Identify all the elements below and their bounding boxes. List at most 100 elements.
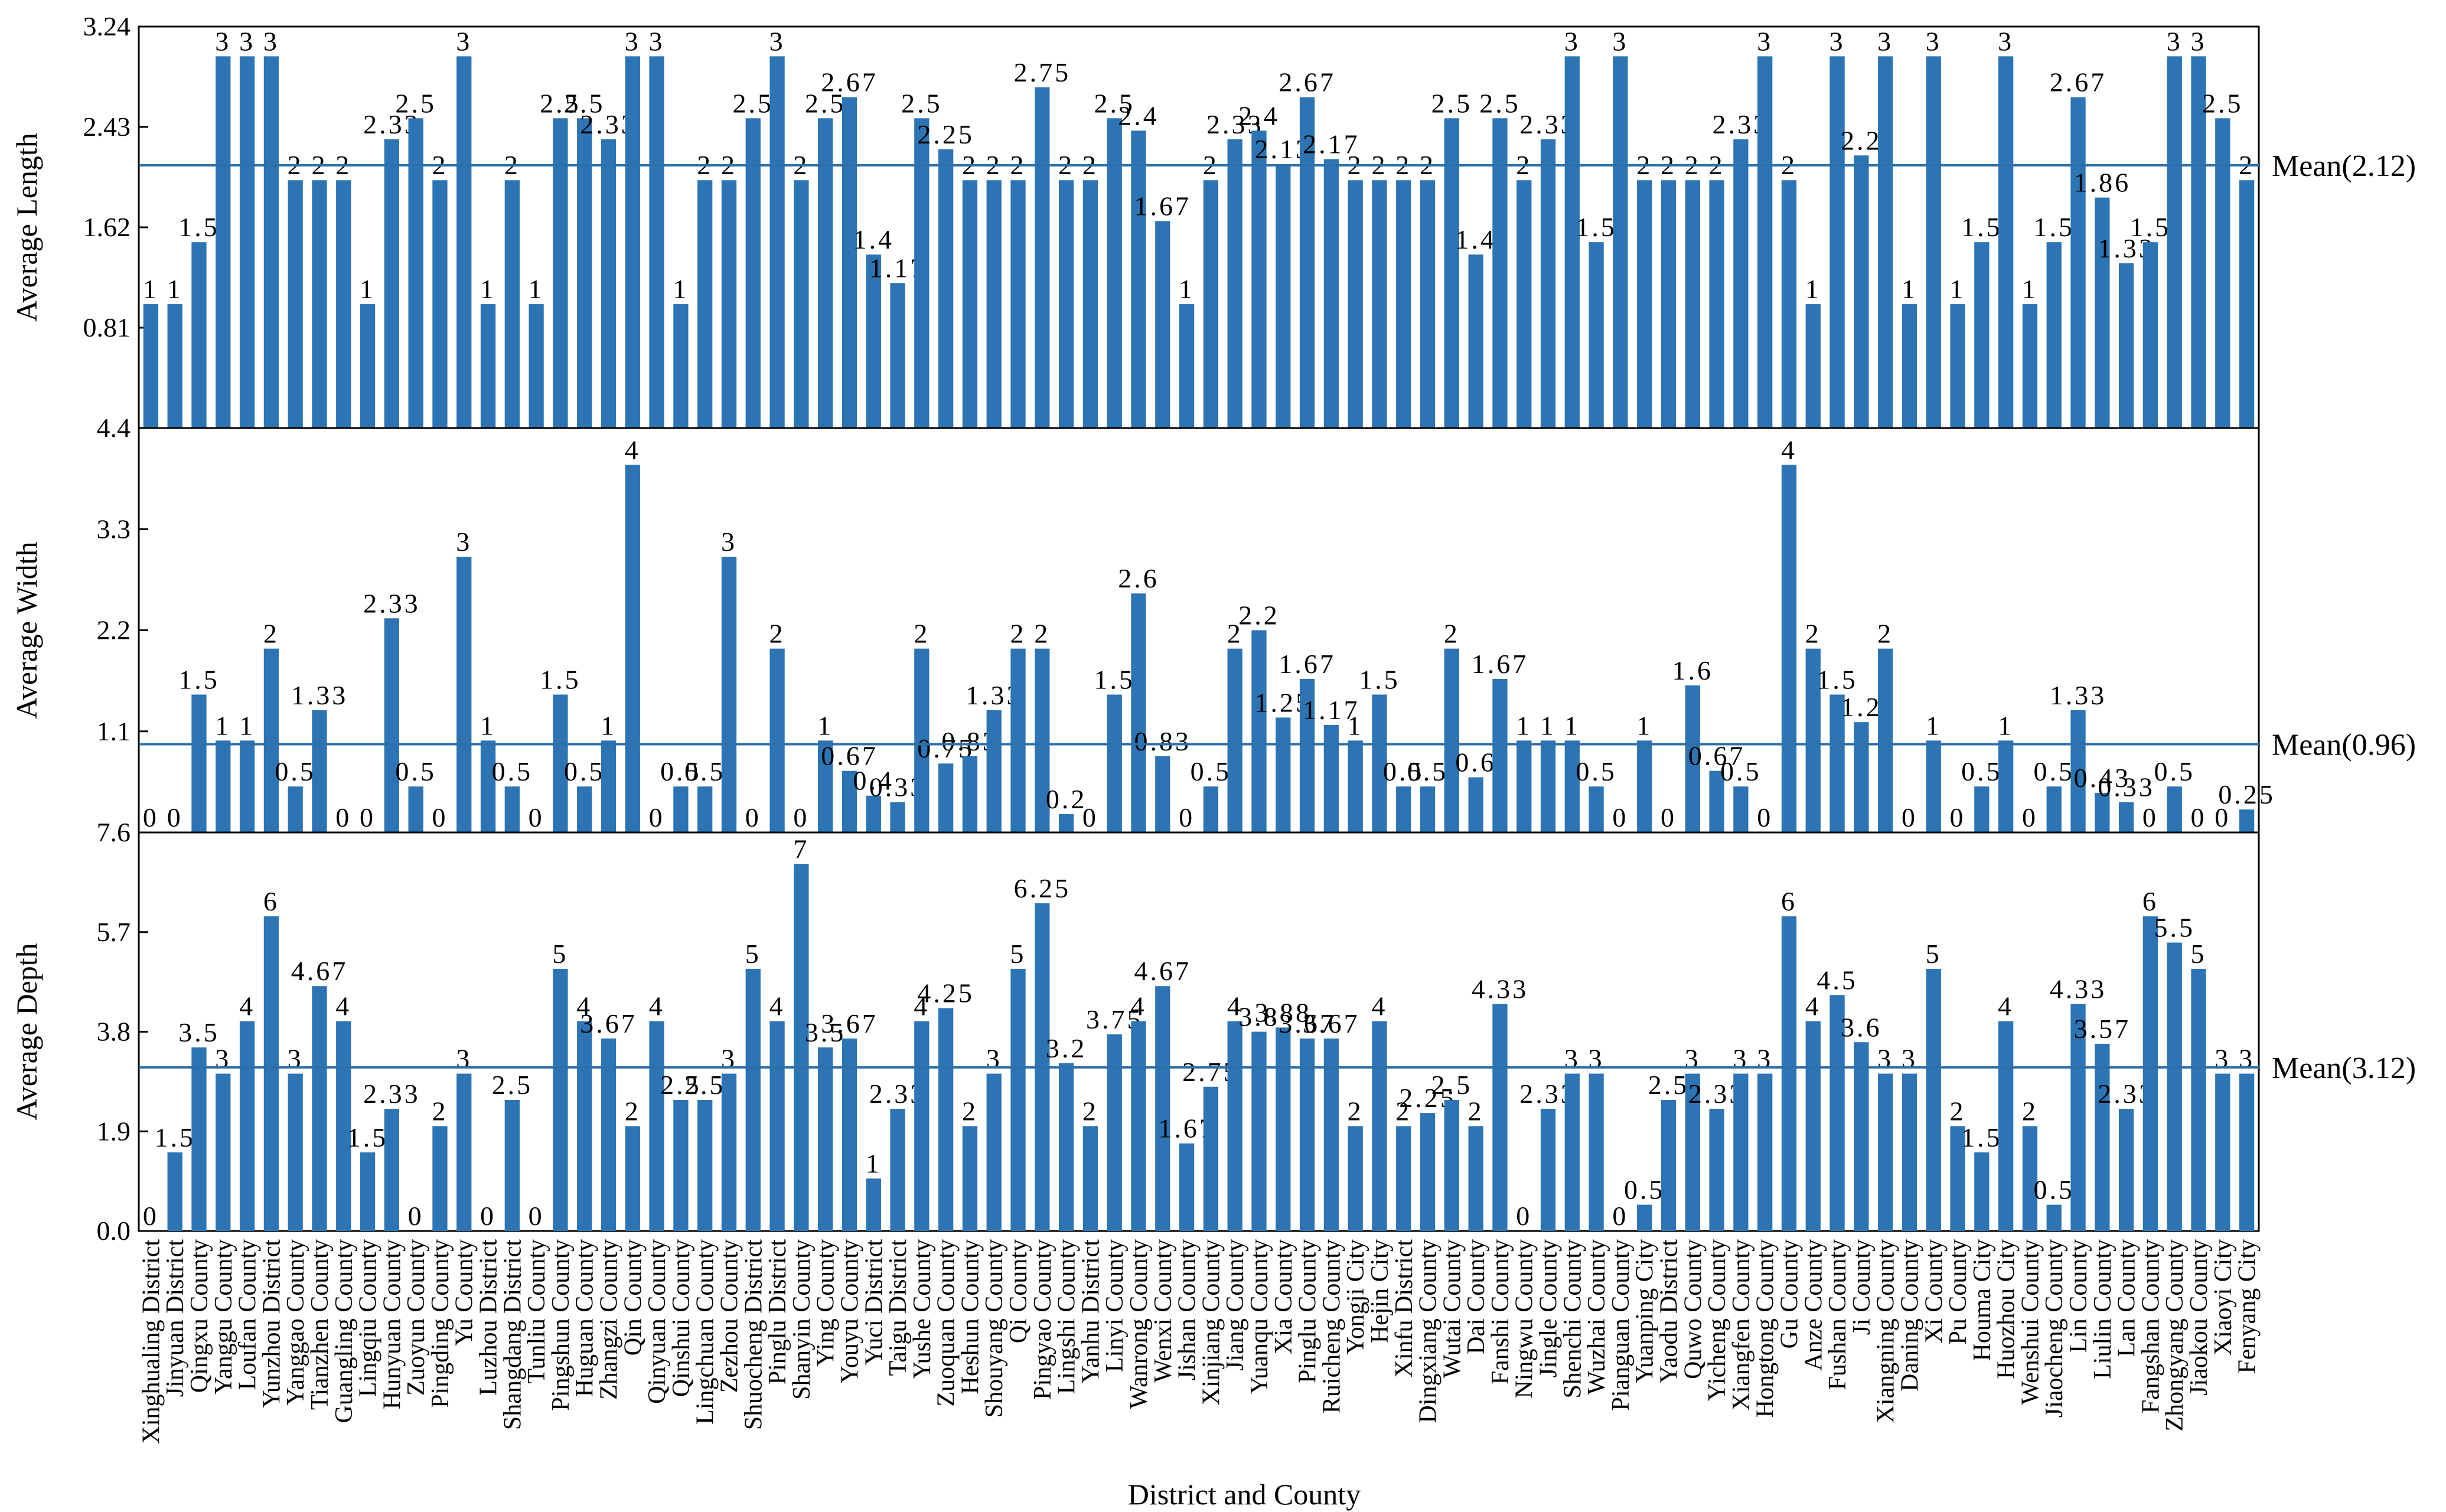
data-label-depth-39: 2 xyxy=(1082,1096,1098,1126)
data-label-width-17: 1.5 xyxy=(540,664,581,694)
data-label-length-60: 1.5 xyxy=(1576,212,1617,242)
bar-width-19 xyxy=(601,740,617,832)
bar-width-35 xyxy=(986,710,1002,832)
bar-width-80 xyxy=(2070,710,2086,832)
bar-depth-67 xyxy=(1757,1073,1773,1231)
x-tick-label-72: Xiangning County xyxy=(1873,1239,1900,1423)
bar-length-14 xyxy=(480,304,496,428)
bar-depth-26 xyxy=(769,1021,785,1231)
data-label-depth-2: 3.5 xyxy=(178,1017,220,1047)
bar-length-24 xyxy=(721,180,737,428)
bar-depth-68 xyxy=(1781,916,1797,1231)
bar-depth-5 xyxy=(263,916,279,1231)
x-tick-label-22: Qinshui County xyxy=(668,1239,695,1397)
y-tick-label-width: 4.4 xyxy=(97,413,131,443)
bar-depth-71 xyxy=(1854,1042,1869,1231)
bar-length-63 xyxy=(1661,180,1677,428)
x-tick-label-59: Shenchi County xyxy=(1559,1239,1586,1399)
bar-width-24 xyxy=(721,556,737,832)
bar-width-37 xyxy=(1035,648,1050,832)
bar-width-15 xyxy=(504,786,520,832)
x-tick-label-87: Fenyang City xyxy=(2234,1239,2261,1374)
bar-length-1 xyxy=(167,304,182,428)
data-label-depth-16: 0 xyxy=(529,1201,544,1231)
data-label-length-75: 1 xyxy=(1950,274,1966,304)
data-label-width-68: 4 xyxy=(1781,435,1797,465)
bar-length-16 xyxy=(529,304,544,428)
data-label-depth-15: 2.5 xyxy=(492,1070,533,1100)
data-label-width-14: 1 xyxy=(480,710,496,740)
bar-width-23 xyxy=(697,786,713,832)
data-label-depth-69: 4 xyxy=(1805,991,1821,1021)
x-tick-label-44: Xinjiang County xyxy=(1198,1239,1225,1405)
data-label-length-70: 3 xyxy=(1829,26,1845,56)
data-label-length-18: 2.5 xyxy=(564,88,605,118)
data-label-depth-21: 4 xyxy=(649,991,665,1021)
x-tick-label-15: Shangdang District xyxy=(499,1239,526,1430)
bar-length-59 xyxy=(1564,56,1580,429)
x-tick-label-54: Wutai County xyxy=(1439,1239,1466,1378)
bar-depth-28 xyxy=(818,1047,833,1231)
bar-width-36 xyxy=(1010,648,1026,832)
data-label-depth-17: 5 xyxy=(552,939,568,969)
bar-width-71 xyxy=(1854,722,1869,832)
bar-width-20 xyxy=(625,465,640,832)
data-label-depth-25: 5 xyxy=(745,939,761,969)
data-label-depth-63: 2.5 xyxy=(1648,1070,1690,1100)
x-tick-label-48: Pinglu County xyxy=(1294,1239,1322,1383)
bar-length-75 xyxy=(1950,304,1965,428)
y-tick-label-width: 3.3 xyxy=(97,514,131,544)
bar-length-73 xyxy=(1902,304,1917,428)
bar-length-78 xyxy=(2022,304,2038,428)
data-label-width-46: 2.2 xyxy=(1238,600,1280,631)
data-label-width-69: 2 xyxy=(1805,619,1821,649)
data-label-depth-10: 2.33 xyxy=(363,1079,420,1109)
data-label-length-16: 1 xyxy=(529,274,544,304)
x-tick-label-30: Yuci District xyxy=(860,1239,888,1366)
bar-width-6 xyxy=(288,786,303,832)
x-tick-label-25: Shuocheng District xyxy=(740,1239,767,1430)
data-label-length-1: 1 xyxy=(167,274,183,304)
data-label-depth-38: 3.2 xyxy=(1046,1033,1087,1063)
y-tick-label-depth: 3.8 xyxy=(97,1017,131,1047)
y-tick-label-depth: 5.7 xyxy=(97,917,131,947)
bar-length-33 xyxy=(938,149,954,428)
bar-depth-24 xyxy=(721,1073,737,1231)
data-label-width-60: 0.5 xyxy=(1576,756,1617,786)
data-label-depth-37: 6.25 xyxy=(1014,873,1071,903)
bar-depth-6 xyxy=(288,1073,303,1231)
data-label-depth-78: 2 xyxy=(2022,1096,2038,1126)
bar-length-67 xyxy=(1757,56,1773,429)
data-label-length-77: 3 xyxy=(1998,26,2014,56)
x-tick-label-37: Pingyao County xyxy=(1029,1239,1056,1400)
data-label-width-51: 1.5 xyxy=(1359,664,1400,694)
bar-length-31 xyxy=(890,283,905,428)
x-tick-label-80: Lin County xyxy=(2065,1239,2092,1353)
data-label-width-39: 0 xyxy=(1082,802,1098,832)
data-label-width-1: 0 xyxy=(167,802,183,832)
bar-width-65 xyxy=(1709,770,1724,832)
data-label-length-37: 2.75 xyxy=(1014,57,1071,87)
bar-length-51 xyxy=(1372,180,1387,428)
data-label-depth-87: 3 xyxy=(2239,1044,2255,1074)
data-label-width-58: 1 xyxy=(1540,710,1556,740)
bar-depth-48 xyxy=(1299,1039,1315,1231)
bar-length-6 xyxy=(288,180,303,428)
data-label-depth-55: 2 xyxy=(1468,1096,1484,1126)
x-tick-label-66: Xiangfen County xyxy=(1728,1239,1755,1410)
data-label-length-28: 2.5 xyxy=(805,88,846,118)
bar-width-82 xyxy=(2118,802,2134,832)
data-label-width-71: 1.2 xyxy=(1841,692,1882,722)
data-label-width-38: 0.2 xyxy=(1046,784,1087,814)
x-tick-label-47: Xia County xyxy=(1270,1239,1297,1354)
bar-depth-60 xyxy=(1589,1073,1604,1231)
bar-length-40 xyxy=(1107,118,1122,428)
y-tick-label-depth: 7.6 xyxy=(97,817,131,847)
bar-depth-76 xyxy=(1974,1152,1990,1231)
bar-length-53 xyxy=(1420,180,1436,428)
data-label-length-42: 1.67 xyxy=(1134,191,1192,221)
data-label-width-40: 1.5 xyxy=(1094,664,1135,694)
bar-depth-39 xyxy=(1082,1126,1098,1231)
